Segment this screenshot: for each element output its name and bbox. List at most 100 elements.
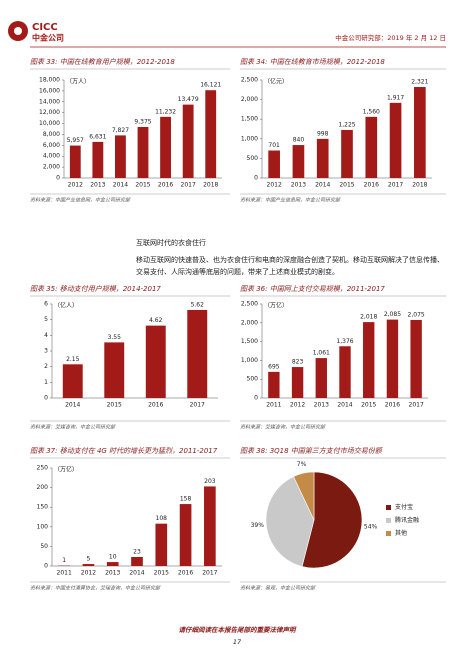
x-tick-label: 2011 (266, 402, 281, 409)
data-label: 1,560 (363, 108, 380, 115)
data-label: 9,375 (134, 118, 151, 125)
data-label: 39% (251, 522, 265, 529)
x-tick-label: 2013 (291, 182, 306, 189)
y-tick-label: 1 (44, 379, 48, 386)
data-label: 1,917 (387, 94, 404, 101)
y-tick-label: 500 (247, 155, 259, 162)
data-label: 203 (204, 478, 216, 485)
legend-swatch (386, 531, 391, 536)
bar (341, 129, 353, 178)
y-tick-label: 250 (37, 465, 49, 472)
y-tick-label: 14,000 (39, 98, 60, 105)
y-tick-label: 1,500 (241, 338, 258, 345)
x-tick-label: 2015 (339, 182, 354, 189)
y-tick-label: 1,500 (241, 116, 258, 123)
source-note: 资料来源：艾媒咨询，中金公司研究部 (30, 424, 116, 431)
x-tick-label: 2014 (129, 570, 144, 577)
y-tick-label: 3 (44, 348, 48, 355)
bar (160, 116, 171, 178)
y-tick-label: 2,500 (241, 301, 258, 308)
bar (410, 319, 422, 398)
data-label: 2.15 (66, 356, 80, 363)
data-label: 4.62 (149, 317, 163, 324)
y-tick-label: 500 (247, 376, 259, 383)
y-tick-label: 1,000 (241, 357, 258, 364)
y-tick-label: 18,000 (39, 77, 60, 84)
data-label: 701 (268, 142, 280, 149)
data-label: 2,075 (408, 311, 425, 318)
data-label: 998 (317, 130, 329, 137)
bar (115, 135, 126, 178)
report-date: 中金公司研究部：2019 年 2 月 12 日 (335, 33, 446, 42)
bar (145, 325, 166, 398)
logo-cn: 中金公司 (32, 33, 64, 43)
x-tick-label: 2014 (65, 402, 80, 409)
data-label: 5,957 (67, 137, 84, 144)
bar (365, 116, 378, 178)
y-tick-label: 8,000 (43, 131, 60, 138)
y-tick-label: 200 (37, 484, 49, 491)
data-label: 10 (109, 554, 117, 561)
data-label: 1,225 (338, 121, 355, 128)
y-axis-unit: （亿人） (54, 302, 78, 310)
chart-title: 图表 37: 移动支付在 4G 时代的增长更为猛烈，2011-2017 (30, 447, 218, 455)
source-note: 资料来源：易观，中金公司研究部 (240, 585, 316, 592)
source-note: 资料来源：中国产业信息网，中金公司研究部 (240, 197, 341, 204)
y-tick-label: 4 (44, 332, 48, 339)
x-tick-label: 2016 (158, 182, 173, 189)
y-tick-label: 2 (44, 363, 48, 370)
source-note: 资料来源：中国支付清算协会，艾瑞咨询，中金公司研究部 (30, 585, 161, 592)
x-tick-label: 2016 (364, 182, 379, 189)
bar (389, 102, 402, 178)
x-tick-label: 2015 (361, 402, 376, 409)
bar (386, 319, 399, 398)
bar (291, 367, 304, 398)
y-tick-label: 50 (40, 543, 48, 550)
bar (414, 87, 426, 178)
chart-title: 图表 33: 中国在线教育用户规模，2012-2018 (30, 58, 175, 66)
y-tick-label: 6 (44, 301, 48, 308)
bar (62, 364, 83, 398)
y-tick-label: 1,000 (241, 135, 258, 142)
source-note: 资料来源：中国产业信息网，中金公司研究部 (30, 197, 131, 204)
y-tick-label: 0 (56, 175, 60, 182)
x-tick-label: 2012 (68, 182, 83, 189)
data-label: 16,121 (200, 82, 221, 89)
bar (131, 556, 143, 566)
x-tick-label: 2015 (135, 182, 150, 189)
x-tick-label: 2012 (290, 402, 305, 409)
y-tick-label: 2,000 (241, 96, 258, 103)
data-label: 840 (293, 137, 305, 144)
chart-title: 图表 35: 移动支付用户规模，2014-2017 (30, 285, 161, 293)
x-tick-label: 2013 (314, 402, 329, 409)
chart-title: 图表 36: 中国网上支付交易规模，2011-2017 (240, 285, 385, 293)
data-label: 2,085 (384, 311, 401, 318)
bar (92, 141, 104, 178)
pie-slice (293, 471, 315, 521)
disclaimer: 请仔细阅读在本报告尾部的重要法律声明 (179, 626, 298, 634)
x-tick-label: 2017 (181, 182, 196, 189)
x-tick-label: 2014 (113, 182, 128, 189)
bar (363, 322, 375, 398)
page-number: 17 (233, 638, 242, 646)
data-label: 7,827 (112, 127, 129, 134)
data-label: 6,631 (89, 133, 106, 140)
x-tick-label: 2011 (57, 570, 72, 577)
data-label: 2,321 (411, 79, 428, 86)
y-axis-unit: （万亿） (264, 302, 288, 310)
y-tick-label: 0 (44, 563, 48, 570)
bar (204, 486, 216, 566)
section-heading: 互联网时代的衣食住行 (136, 238, 206, 247)
pie-slice (265, 476, 315, 567)
data-label: 823 (292, 359, 304, 366)
x-tick-label: 2017 (409, 402, 424, 409)
x-tick-label: 2016 (178, 570, 193, 577)
data-label: 108 (156, 515, 168, 522)
data-label: 13,479 (178, 96, 199, 103)
legend-label: 支付宝 (395, 503, 413, 511)
x-tick-label: 2015 (107, 402, 122, 409)
paragraph: 移动互联网的快速普及、也为衣食住行和电商的深度融合创造了契机。移动互联网解决了信… (136, 256, 444, 276)
y-tick-label: 2,000 (241, 319, 258, 326)
y-tick-label: 100 (37, 523, 49, 530)
